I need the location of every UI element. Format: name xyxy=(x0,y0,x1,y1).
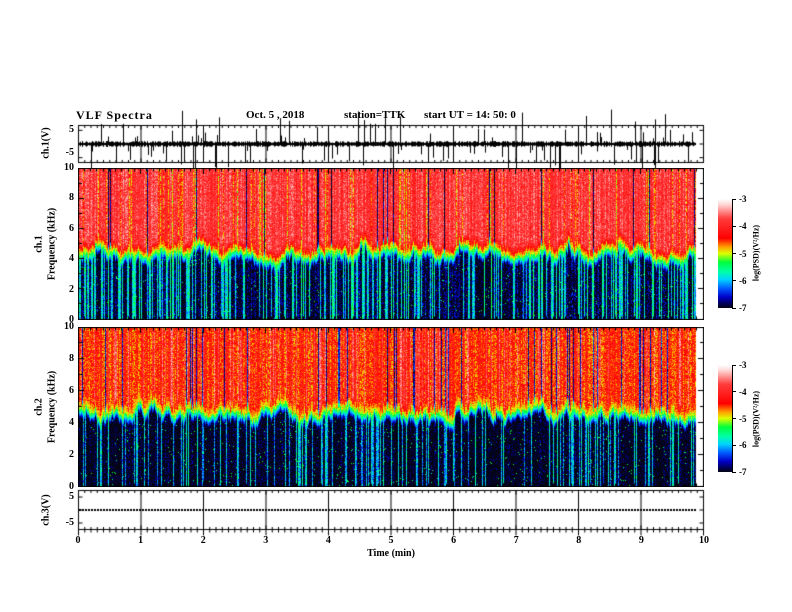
colorbar-tick xyxy=(732,280,736,282)
ch2-spec-ytick-label: 4 xyxy=(69,417,74,428)
colorbar-tick xyxy=(732,225,736,227)
ch3-wave-ytick-label: 5 xyxy=(69,490,74,502)
ch2-spec-ytick-label: 0 xyxy=(69,481,74,492)
colorbar-tick-label: -7 xyxy=(739,303,747,313)
colorbar-tick xyxy=(732,391,736,393)
colorbar-tick xyxy=(732,471,736,473)
ch3-wave-ytick-label: -5 xyxy=(65,517,74,529)
x-tick-label: 6 xyxy=(451,535,457,546)
ch2-spec-ytick-label: 8 xyxy=(69,353,74,364)
x-axis-label: Time (min) xyxy=(367,548,415,559)
ch3-waveform-canvas xyxy=(77,486,705,548)
colorbar-tick xyxy=(732,364,736,366)
colorbar-tick-label: -4 xyxy=(739,386,747,397)
x-tick-label: 0 xyxy=(75,535,81,546)
colorbar2-label: log(PSD)(V²/Hz) xyxy=(751,390,761,448)
ch1-spectrogram-canvas xyxy=(78,168,704,320)
x-tick-label: 10 xyxy=(699,535,709,546)
ch2-spec-ylabel-freq: Frequency (kHz) xyxy=(46,370,58,444)
x-tick-label: 7 xyxy=(513,535,519,546)
x-tick-label: 5 xyxy=(388,535,394,546)
colorbar-tick-label: -3 xyxy=(739,194,747,204)
colorbar-tick-label: -7 xyxy=(739,467,747,477)
ch1-wave-ytick-label: 5 xyxy=(69,123,74,135)
colorbar-tick xyxy=(732,198,736,200)
colorbar-tick xyxy=(732,444,736,446)
ch1-spec-ylabel-ch: ch.1 xyxy=(33,235,45,253)
ch1-spec-ylabel-freq: Frequency (kHz) xyxy=(46,207,58,281)
x-tick-label: 2 xyxy=(200,535,206,546)
x-tick-label: 3 xyxy=(263,535,269,546)
ch1-spec-ytick-label: 4 xyxy=(69,253,74,265)
colorbar-tick-label: -6 xyxy=(739,275,747,286)
ch2-spec-ytick-label: 10 xyxy=(64,321,74,332)
ch2-spectrogram-canvas xyxy=(78,327,704,487)
x-tick-label: 1 xyxy=(138,535,144,546)
ch1-wave-ylabel: ch.1(V) xyxy=(40,127,52,159)
x-tick-label: 9 xyxy=(638,535,644,546)
ch1-spec-ytick-label: 8 xyxy=(69,192,74,204)
ch1-spec-ytick-label: 2 xyxy=(69,283,74,295)
colorbar-tick-label: -5 xyxy=(739,248,747,259)
ch3-wave-ylabel: ch.3(V) xyxy=(40,494,52,526)
ch1-spec-ytick-label: 6 xyxy=(69,222,74,234)
ch1-waveform-canvas xyxy=(77,104,705,168)
colorbar-tick-label: -5 xyxy=(739,413,747,424)
ch2-spec-ytick-label: 6 xyxy=(69,385,74,396)
colorbar-tick xyxy=(732,253,736,254)
ch2-spec-ylabel-ch: ch.2 xyxy=(33,398,45,416)
x-tick-label: 4 xyxy=(325,535,331,546)
colorbar1-label: log(PSD)(V²/Hz) xyxy=(751,224,761,282)
ch1-wave-ytick-label: -5 xyxy=(65,147,74,159)
colorbar-tick-label: -4 xyxy=(739,221,747,232)
colorbar-tick xyxy=(732,307,736,309)
colorbar2 xyxy=(718,365,732,472)
colorbar-tick xyxy=(732,418,736,419)
ch2-spec-ytick-label: 2 xyxy=(69,449,74,460)
ch1-spec-ytick-label: 10 xyxy=(64,162,74,173)
colorbar-tick-label: -3 xyxy=(739,360,747,370)
ch1-spec-ytick-label: 0 xyxy=(69,314,74,325)
colorbar1 xyxy=(718,199,732,308)
x-tick-label: 8 xyxy=(576,535,582,546)
colorbar-tick-label: -6 xyxy=(739,440,747,451)
